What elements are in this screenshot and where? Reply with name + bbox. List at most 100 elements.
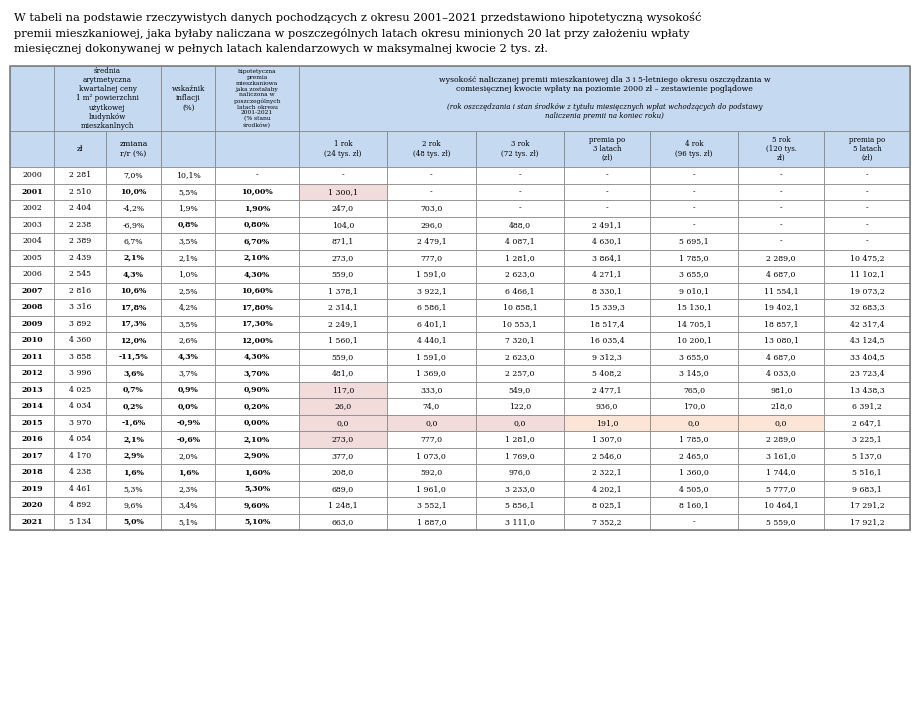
Bar [106, 481, 161, 497]
Bar [161, 415, 215, 431]
Bar [10, 365, 54, 381]
Text: 10 475,2: 10 475,2 [849, 254, 883, 262]
Text: 0,0: 0,0 [687, 419, 699, 427]
Bar [106, 266, 161, 282]
Bar [649, 513, 738, 530]
Bar [649, 431, 738, 447]
Text: 1 887,0: 1 887,0 [416, 518, 446, 526]
Text: 3 145,0: 3 145,0 [678, 370, 709, 378]
Text: 5 408,2: 5 408,2 [592, 370, 621, 378]
Bar [649, 381, 738, 398]
Bar [563, 481, 649, 497]
Bar [649, 464, 738, 481]
Text: 13 438,3: 13 438,3 [849, 386, 883, 393]
Text: 122,0: 122,0 [508, 402, 530, 410]
Text: 14 705,1: 14 705,1 [676, 319, 710, 327]
Bar [215, 464, 299, 481]
Text: 4,3%: 4,3% [177, 353, 199, 361]
Text: 1,6%: 1,6% [177, 468, 199, 476]
Text: 2003: 2003 [22, 221, 42, 229]
Bar [738, 316, 823, 332]
Bar [387, 299, 475, 316]
Text: 5,30%: 5,30% [244, 485, 270, 493]
Text: 3 655,0: 3 655,0 [678, 270, 709, 278]
Text: -: - [692, 204, 695, 212]
Bar [299, 381, 387, 398]
Text: 3,5%: 3,5% [178, 319, 198, 327]
Text: 2 257,0: 2 257,0 [505, 370, 534, 378]
Bar [475, 332, 563, 348]
Bar [161, 216, 215, 233]
Text: 2,9%: 2,9% [123, 452, 144, 460]
Bar [106, 415, 161, 431]
Text: 5 516,1: 5 516,1 [851, 468, 881, 476]
Bar [299, 348, 387, 365]
Bar [738, 513, 823, 530]
Text: 6,70%: 6,70% [244, 237, 270, 245]
Bar [161, 200, 215, 216]
Bar [299, 513, 387, 530]
Bar [161, 365, 215, 381]
Text: 5 rok
(120 tys.
zł): 5 rok (120 tys. zł) [765, 136, 796, 162]
Text: 17 921,2: 17 921,2 [849, 518, 883, 526]
Bar [823, 398, 909, 415]
Text: 1 785,0: 1 785,0 [678, 254, 709, 262]
Text: 5 695,1: 5 695,1 [678, 237, 709, 245]
Bar [475, 398, 563, 415]
Bar [475, 447, 563, 464]
Text: 5,0%: 5,0% [123, 518, 144, 526]
Text: 333,0: 333,0 [420, 386, 442, 393]
Text: wysokość naliczanej premii mieszkaniowej dla 3 i 5-letniego okresu oszczędzania : wysokość naliczanej premii mieszkaniowej… [438, 76, 769, 93]
Bar [387, 481, 475, 497]
Bar [649, 233, 738, 250]
Text: 1 591,0: 1 591,0 [416, 270, 446, 278]
Bar [823, 431, 909, 447]
Bar [649, 447, 738, 464]
Text: 2 545: 2 545 [69, 270, 91, 278]
Text: 765,0: 765,0 [682, 386, 704, 393]
Text: 3 225,1: 3 225,1 [851, 436, 881, 444]
Text: 4 505,0: 4 505,0 [678, 485, 709, 493]
Text: 2 623,0: 2 623,0 [505, 353, 534, 361]
Text: 3 161,0: 3 161,0 [766, 452, 795, 460]
Text: hipotetyczna
premia
mieszkaniowa
jaka zostałaby
naliczona w
poszczególnych
latac: hipotetyczna premia mieszkaniowa jaka zo… [233, 69, 280, 128]
Text: (rok oszczędzania i stan środków z tytułu miesięcznych wpłat wchodzących do pods: (rok oszczędzania i stan środków z tytuł… [446, 103, 761, 120]
Bar [563, 167, 649, 184]
Bar [106, 200, 161, 216]
Bar [299, 365, 387, 381]
Text: -: - [518, 204, 520, 212]
Bar [563, 200, 649, 216]
Text: 6,7%: 6,7% [124, 237, 143, 245]
Text: 3 858: 3 858 [69, 353, 91, 361]
Text: 15 339,3: 15 339,3 [589, 303, 624, 311]
Bar [738, 464, 823, 481]
Text: 9,6%: 9,6% [124, 501, 143, 509]
Text: -0,9%: -0,9% [176, 419, 200, 427]
Bar [106, 233, 161, 250]
Bar [387, 200, 475, 216]
Text: 1,60%: 1,60% [244, 468, 270, 476]
Text: 2001: 2001 [21, 188, 43, 196]
Bar [823, 167, 909, 184]
Text: 2009: 2009 [21, 319, 43, 327]
Bar [387, 316, 475, 332]
Text: 3 316: 3 316 [69, 303, 91, 311]
Text: 0,90%: 0,90% [244, 386, 270, 393]
Bar [475, 282, 563, 299]
Text: 42 317,4: 42 317,4 [849, 319, 883, 327]
Text: 191,0: 191,0 [596, 419, 618, 427]
Text: -: - [779, 221, 782, 229]
Text: 10 553,1: 10 553,1 [502, 319, 537, 327]
Bar [738, 299, 823, 316]
Bar [823, 513, 909, 530]
Bar [649, 184, 738, 200]
Bar [54, 447, 106, 464]
Text: 1 369,0: 1 369,0 [416, 370, 446, 378]
Bar [387, 233, 475, 250]
Bar [649, 348, 738, 365]
Bar [161, 398, 215, 415]
Text: 2 479,1: 2 479,1 [416, 237, 446, 245]
Bar [106, 216, 161, 233]
Text: 10 200,1: 10 200,1 [676, 336, 710, 344]
Bar [161, 66, 215, 131]
